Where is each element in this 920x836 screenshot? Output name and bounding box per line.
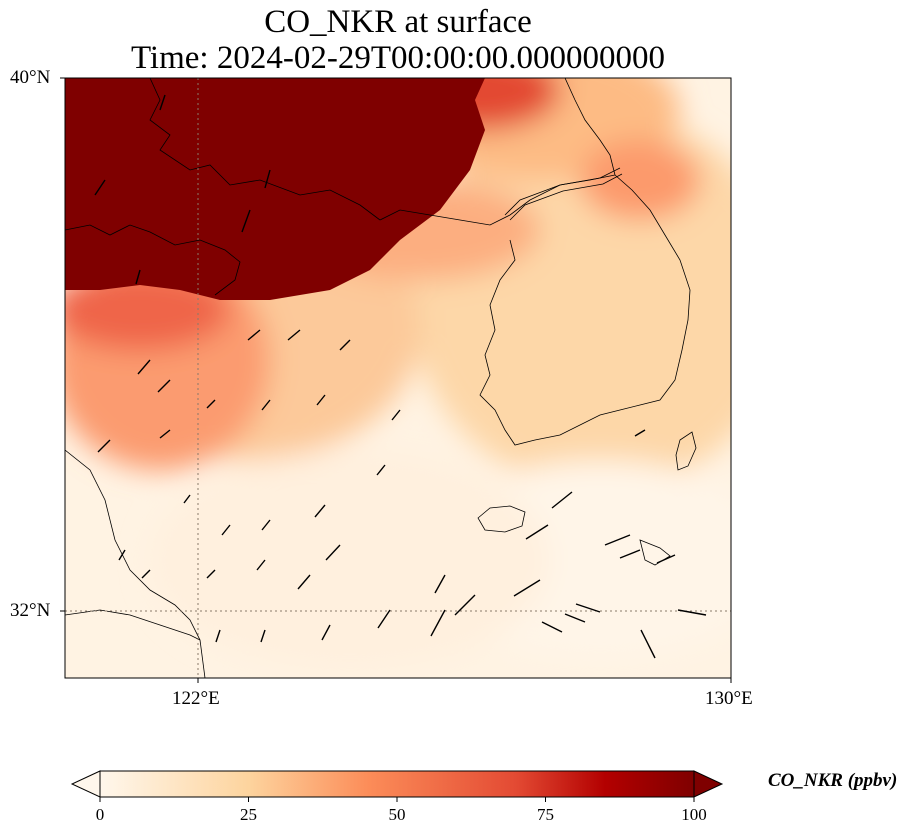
lon-tick-122e: 122°E [172,688,220,709]
title-line-2: Time: 2024-02-29T00:00:00.000000000 [130,40,666,76]
map-frame [64,77,732,679]
colorbar-label: CO_NKR (ppbv) [768,770,898,791]
colorbar [70,770,724,802]
colorbar-tick-50: 50 [388,805,406,824]
wind-vectors [94,94,707,659]
axis-ticks [60,77,732,683]
colorbar-tick-100: 100 [681,805,707,824]
colorbar-tick-25: 25 [240,805,257,824]
gridlines [65,78,731,678]
coastlines [65,78,697,678]
lon-tick-130e: 130°E [705,688,753,709]
lat-tick-40n: 40°N [10,67,51,88]
colorbar-tick-75: 75 [537,805,554,824]
title-line-1: CO_NKR at surface [264,4,532,40]
colorbar-tick-0: 0 [95,805,105,824]
concentration-field [65,78,731,678]
lat-tick-32n: 32°N [10,600,51,621]
high-concentration-plume [65,78,485,300]
